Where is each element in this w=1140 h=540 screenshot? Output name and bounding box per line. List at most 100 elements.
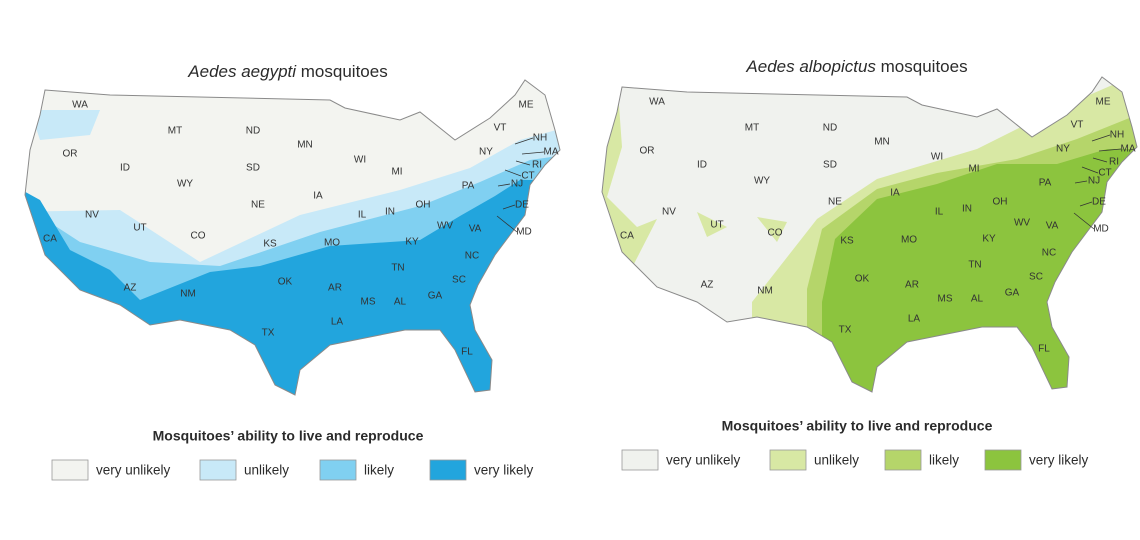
state-label: TN <box>968 260 981 271</box>
state-label: CT <box>1098 168 1111 179</box>
legend-title: Mosquitoes’ ability to live and reproduc… <box>722 418 993 434</box>
state-label: TX <box>262 328 275 339</box>
state-label: IL <box>935 207 944 218</box>
state-label: WI <box>931 152 943 163</box>
leader-line <box>1091 134 1111 142</box>
state-label: SC <box>1029 272 1043 283</box>
state-label: ND <box>246 126 260 137</box>
state-label: NE <box>251 200 265 211</box>
legend-title: Mosquitoes’ ability to live and reproduc… <box>153 428 424 444</box>
leader-line <box>521 151 545 155</box>
state-label: NC <box>1042 248 1056 259</box>
state-label: NV <box>662 207 676 218</box>
state-label: WV <box>1014 218 1030 229</box>
state-label: DE <box>515 200 529 211</box>
state-label: MD <box>1093 224 1109 235</box>
state-label: UT <box>710 220 723 231</box>
state-label: RI <box>1109 157 1119 168</box>
state-label: AR <box>328 283 342 294</box>
legend-swatch <box>319 459 357 481</box>
state-label: LA <box>331 317 344 328</box>
state-label: NE <box>828 197 842 208</box>
state-label: KY <box>982 234 996 245</box>
leader-line <box>1074 180 1088 184</box>
state-label: ME <box>1096 97 1111 108</box>
state-label: NY <box>1056 144 1070 155</box>
state-label: OR <box>63 149 78 160</box>
state-label: NV <box>85 210 99 221</box>
state-label: MO <box>901 235 917 246</box>
suitability-zone <box>697 212 727 237</box>
leader-line <box>1098 148 1122 152</box>
aegypti-map: Aedes aegypti mosquitoes WA OR CA ID NV MT WY U… <box>24 62 561 481</box>
legend-swatch <box>621 449 659 471</box>
title-rest: mosquitoes <box>881 57 968 76</box>
state-label: AZ <box>701 280 714 291</box>
state-label: MO <box>324 238 340 249</box>
state-label: SC <box>452 275 466 286</box>
state-label: MN <box>297 140 313 151</box>
state-label: UT <box>133 223 146 234</box>
state-label: VA <box>1046 221 1059 232</box>
legend-swatch <box>51 459 89 481</box>
state-label: MS <box>361 297 376 308</box>
state-label: IN <box>962 204 972 215</box>
suitability-zone <box>30 110 100 140</box>
state-label: LA <box>908 314 921 325</box>
state-label: OH <box>993 197 1008 208</box>
legend-swatch <box>429 459 467 481</box>
species: Aedes albopictus <box>745 57 876 76</box>
state-label: NJ <box>1088 176 1100 187</box>
legend-swatch <box>769 449 807 471</box>
state-label: MI <box>391 167 402 178</box>
state-label: VA <box>469 224 482 235</box>
state-label: GA <box>1005 288 1020 299</box>
state-label: WI <box>354 155 366 166</box>
map-area: WA OR CA ID NV MT WY UT AZ CO NM ND SD NE KS OK TX MN IA MO… <box>24 79 561 396</box>
state-label: SD <box>823 160 837 171</box>
legend-label: very likely <box>474 463 534 478</box>
state-label: NC <box>465 251 479 262</box>
legend-swatch <box>884 449 922 471</box>
legend-swatch <box>199 459 237 481</box>
state-label: WV <box>437 221 453 232</box>
state-label: CO <box>191 231 206 242</box>
leader-line <box>497 183 511 187</box>
state-label: TN <box>391 263 404 274</box>
state-label: NY <box>479 147 493 158</box>
state-label: MT <box>745 123 759 134</box>
state-label: IN <box>385 207 395 218</box>
state-label: MD <box>516 227 532 238</box>
leader-line <box>1079 201 1093 207</box>
state-label: MA <box>544 147 559 158</box>
state-label: RI <box>532 160 542 171</box>
state-label: GA <box>428 291 443 302</box>
state-label: PA <box>1039 178 1052 189</box>
state-label: NH <box>1110 130 1124 141</box>
albopictus-map: Aedes albopictus mosquitoes WA OR CA ID NV MT… <box>601 57 1138 471</box>
legend-swatch <box>984 449 1022 471</box>
state-label: IA <box>313 191 323 202</box>
suitability-zone <box>602 77 657 297</box>
leader-line <box>1081 166 1099 174</box>
state-label: ND <box>823 123 837 134</box>
state-label: OK <box>278 277 293 288</box>
state-label: CA <box>620 231 634 242</box>
state-label: VT <box>1071 120 1084 131</box>
state-label: ID <box>120 163 130 174</box>
state-label: TX <box>839 325 852 336</box>
legend-label: unlikely <box>244 463 289 478</box>
state-label: AR <box>905 280 919 291</box>
suitability-zone <box>25 178 560 395</box>
legend-label: very unlikely <box>96 463 171 478</box>
state-label: SD <box>246 163 260 174</box>
state-label: AL <box>394 297 407 308</box>
map-title: Aedes albopictus mosquitoes <box>745 57 967 76</box>
state-label: KS <box>840 236 854 247</box>
legend-label: unlikely <box>814 453 859 468</box>
state-label: OK <box>855 274 870 285</box>
state-label: KY <box>405 237 419 248</box>
leader-line <box>514 137 534 145</box>
leader-line <box>1092 157 1108 163</box>
